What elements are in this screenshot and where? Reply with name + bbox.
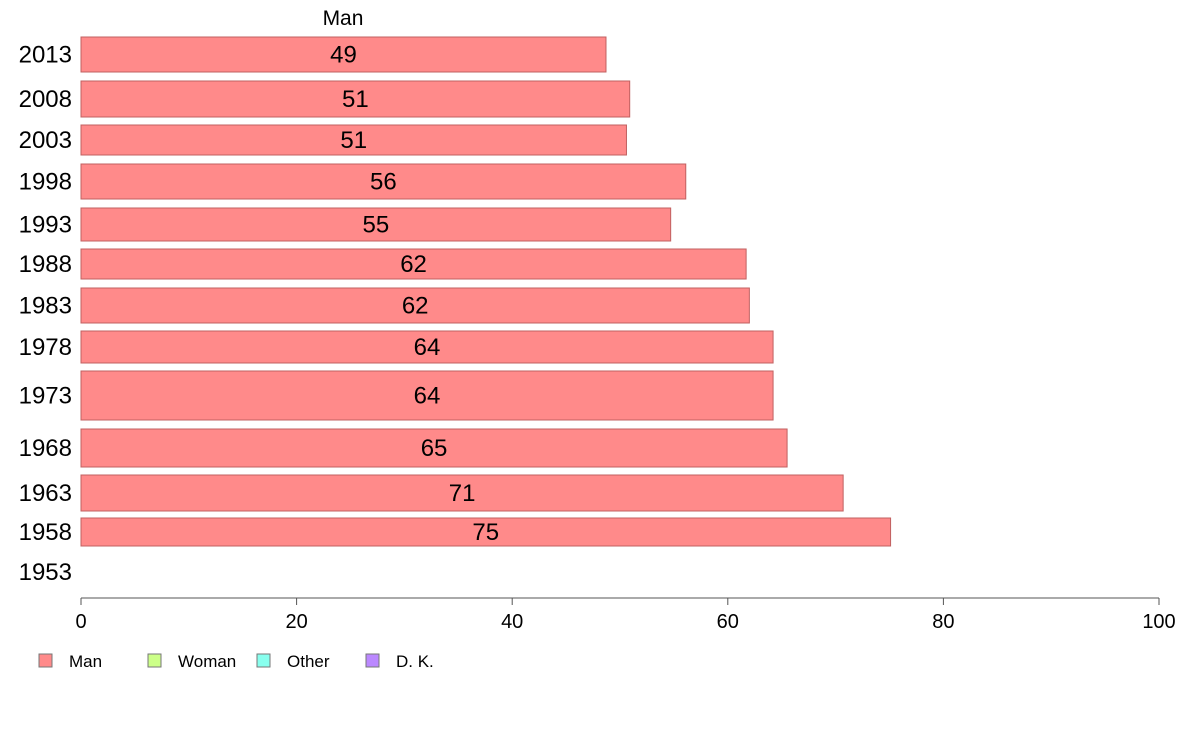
series-title: Man [323, 7, 364, 30]
legend-swatch [256, 653, 271, 668]
x-tick-label: 80 [932, 611, 954, 633]
bar [80, 207, 672, 242]
category-label: 1978 [19, 334, 72, 361]
bar-value-label: 65 [421, 435, 448, 462]
bar-value-label: 51 [340, 127, 367, 154]
bar-value-label: 55 [362, 212, 389, 239]
bar [80, 124, 627, 156]
bar [80, 248, 747, 280]
category-label: 1983 [19, 293, 72, 320]
x-tick-label: 60 [717, 611, 739, 633]
bar [80, 370, 774, 421]
legend-swatch [365, 653, 380, 668]
bar [80, 474, 844, 512]
bar-value-label: 64 [414, 383, 441, 410]
category-label: 1973 [19, 383, 72, 410]
category-label: 1993 [19, 212, 72, 239]
x-tick-label: 0 [75, 611, 86, 633]
bar-value-label: 51 [342, 86, 369, 113]
legend-swatch [147, 653, 162, 668]
x-tick-label: 40 [501, 611, 523, 633]
bar-value-label: 71 [449, 480, 476, 507]
category-label: 1953 [19, 559, 72, 586]
bar-value-label: 62 [402, 293, 429, 320]
bars-group [80, 36, 892, 547]
bar-value-label: 56 [370, 169, 397, 196]
bar [80, 36, 607, 73]
bar [80, 287, 750, 324]
bar-value-label: 64 [414, 334, 441, 361]
bar [80, 163, 687, 200]
category-label: 1998 [19, 169, 72, 196]
legend-label: Other [287, 652, 330, 671]
bar-value-label: 75 [472, 519, 499, 546]
bar [80, 517, 892, 547]
category-label: 1963 [19, 480, 72, 507]
bar [80, 80, 631, 118]
category-label: 1958 [19, 519, 72, 546]
bar [80, 428, 788, 468]
bar [80, 330, 774, 364]
legend-label: Woman [178, 652, 236, 671]
legend-label: D. K. [396, 652, 434, 671]
category-label: 2013 [19, 42, 72, 69]
category-label: 1968 [19, 435, 72, 462]
category-labels-group: 2013 2008 2003 1998 1993 1988 1983 1978 1973 1968… [19, 42, 72, 587]
x-axis: 0 20 40 60 80 100 [75, 597, 1176, 633]
category-label: 2008 [19, 86, 72, 113]
category-label: 1988 [19, 251, 72, 278]
x-tick-label: 20 [285, 611, 307, 633]
legend-swatch [38, 653, 53, 668]
legend: Man Woman Other D. K. [38, 652, 434, 671]
x-tick-label: 100 [1142, 611, 1175, 633]
bar-value-label: 62 [400, 251, 427, 278]
legend-label: Man [69, 652, 102, 671]
bar-value-label: 49 [330, 42, 357, 69]
category-label: 2003 [19, 127, 72, 154]
